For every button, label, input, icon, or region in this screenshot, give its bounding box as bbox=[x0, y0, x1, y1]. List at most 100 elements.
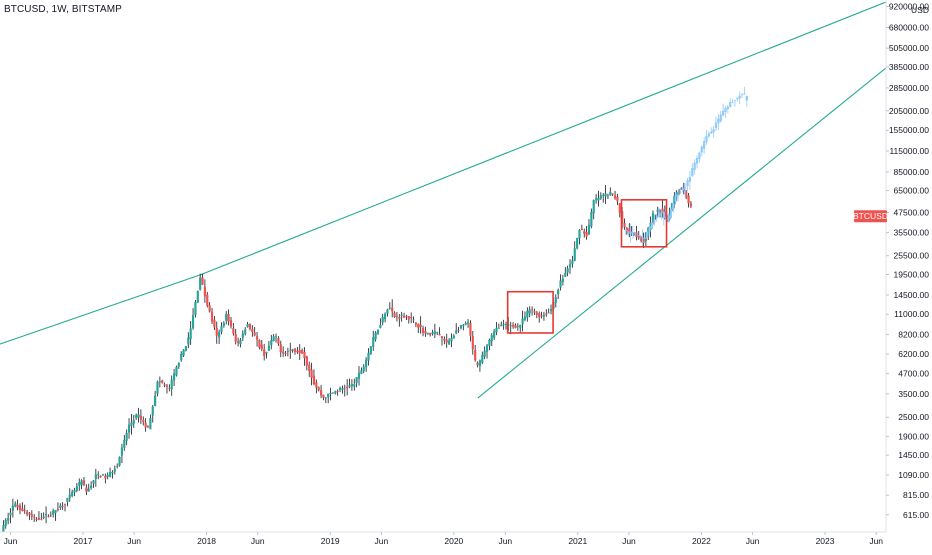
price-candle bbox=[564, 266, 567, 278]
candle-body bbox=[651, 213, 655, 222]
candle-body bbox=[338, 388, 342, 390]
candle-body bbox=[2, 525, 5, 532]
candle-body bbox=[298, 350, 301, 354]
time-axis[interactable]: Jun 2017 Jun 2018 Jun 2019 Jun 2020 Jun 2021 Jun 20… bbox=[0, 531, 886, 546]
price-candle bbox=[393, 311, 396, 318]
candle-body bbox=[561, 278, 564, 282]
price-candle bbox=[587, 219, 591, 236]
candle-body bbox=[719, 114, 722, 122]
price-tick-label: 505000.00 bbox=[889, 43, 929, 53]
candle-body bbox=[18, 505, 22, 510]
price-candle bbox=[623, 218, 626, 230]
price-axis[interactable]: 920000.00 680000.00 505000.00 385000.00 2850… bbox=[853, 0, 929, 532]
price-candle bbox=[111, 470, 114, 479]
candle-body bbox=[618, 203, 621, 213]
candle-body bbox=[573, 248, 576, 261]
candle-body bbox=[11, 505, 14, 511]
price-candle bbox=[462, 323, 465, 331]
candle-body bbox=[654, 214, 657, 216]
candle-body bbox=[402, 316, 406, 318]
projection-candle bbox=[705, 129, 708, 145]
candle-body bbox=[597, 198, 600, 201]
candle-body bbox=[740, 94, 744, 96]
candle-body bbox=[745, 95, 748, 101]
candle-body bbox=[438, 334, 441, 336]
price-candle bbox=[566, 265, 569, 277]
candle-body bbox=[149, 418, 152, 430]
candle-body bbox=[670, 203, 674, 211]
price-tick-label: 155000.00 bbox=[889, 125, 929, 135]
candle-body bbox=[253, 332, 256, 336]
price-candle bbox=[14, 501, 17, 508]
time-tick-label: 2018 bbox=[197, 536, 216, 546]
candle-body bbox=[379, 325, 382, 328]
candle-body bbox=[391, 307, 394, 312]
candle-body bbox=[348, 385, 351, 387]
candle-body bbox=[315, 382, 318, 388]
price-candle bbox=[265, 351, 268, 359]
time-tick-label: Jun bbox=[251, 536, 265, 546]
candle-body bbox=[421, 328, 425, 333]
price-candle bbox=[172, 368, 176, 386]
price-candle bbox=[187, 332, 190, 349]
price-tick-label: 285000.00 bbox=[889, 83, 929, 93]
price-candle bbox=[267, 340, 271, 352]
price-candle bbox=[576, 237, 579, 250]
candle-body bbox=[113, 468, 116, 472]
price-candle bbox=[516, 323, 519, 331]
candle-body bbox=[684, 187, 687, 190]
candle-body bbox=[564, 272, 567, 277]
candle-body bbox=[68, 494, 71, 499]
candle-body bbox=[241, 333, 244, 338]
price-candle bbox=[526, 307, 529, 322]
price-candle bbox=[303, 347, 306, 366]
candle-body bbox=[374, 332, 377, 340]
candle-body bbox=[641, 237, 644, 239]
price-candle bbox=[343, 384, 346, 397]
candle-body bbox=[611, 193, 614, 195]
candle-body bbox=[125, 432, 128, 441]
price-candle bbox=[59, 503, 62, 510]
price-candle bbox=[535, 310, 538, 319]
candle-body bbox=[182, 349, 185, 356]
price-candle bbox=[557, 288, 560, 299]
price-candle bbox=[410, 312, 413, 324]
candle-body bbox=[542, 314, 546, 317]
price-candle bbox=[220, 322, 223, 335]
candle-body bbox=[208, 305, 211, 312]
candle-body bbox=[265, 351, 268, 354]
candle-body bbox=[9, 512, 12, 516]
price-candle bbox=[500, 321, 503, 327]
candle-body bbox=[625, 228, 629, 231]
candle-body bbox=[308, 364, 311, 371]
price-candle bbox=[139, 409, 142, 425]
projection-candle bbox=[674, 191, 677, 205]
candle-body bbox=[312, 375, 316, 385]
price-candle bbox=[184, 345, 188, 352]
price-candle bbox=[357, 366, 361, 386]
price-candle bbox=[73, 487, 76, 497]
candle-body bbox=[189, 328, 192, 340]
candle-body bbox=[712, 129, 715, 133]
projection-candle bbox=[721, 103, 725, 117]
candle-body bbox=[676, 195, 680, 197]
candle-body bbox=[400, 314, 403, 316]
candle-body bbox=[656, 209, 659, 212]
candle-body bbox=[705, 135, 708, 143]
candle-body bbox=[616, 196, 619, 202]
candle-body bbox=[161, 380, 164, 384]
price-candle bbox=[592, 199, 595, 220]
projection-candle bbox=[657, 207, 661, 217]
candle-body bbox=[568, 263, 572, 268]
price-candle bbox=[94, 468, 97, 487]
candle-body bbox=[576, 237, 579, 249]
projection-candle bbox=[662, 209, 665, 226]
price-candle bbox=[490, 333, 493, 347]
candle-body bbox=[606, 195, 610, 197]
price-tick-label: 1900.00 bbox=[898, 431, 929, 441]
candle-body bbox=[350, 384, 353, 387]
price-candle bbox=[353, 378, 356, 391]
candle-body bbox=[526, 310, 529, 318]
